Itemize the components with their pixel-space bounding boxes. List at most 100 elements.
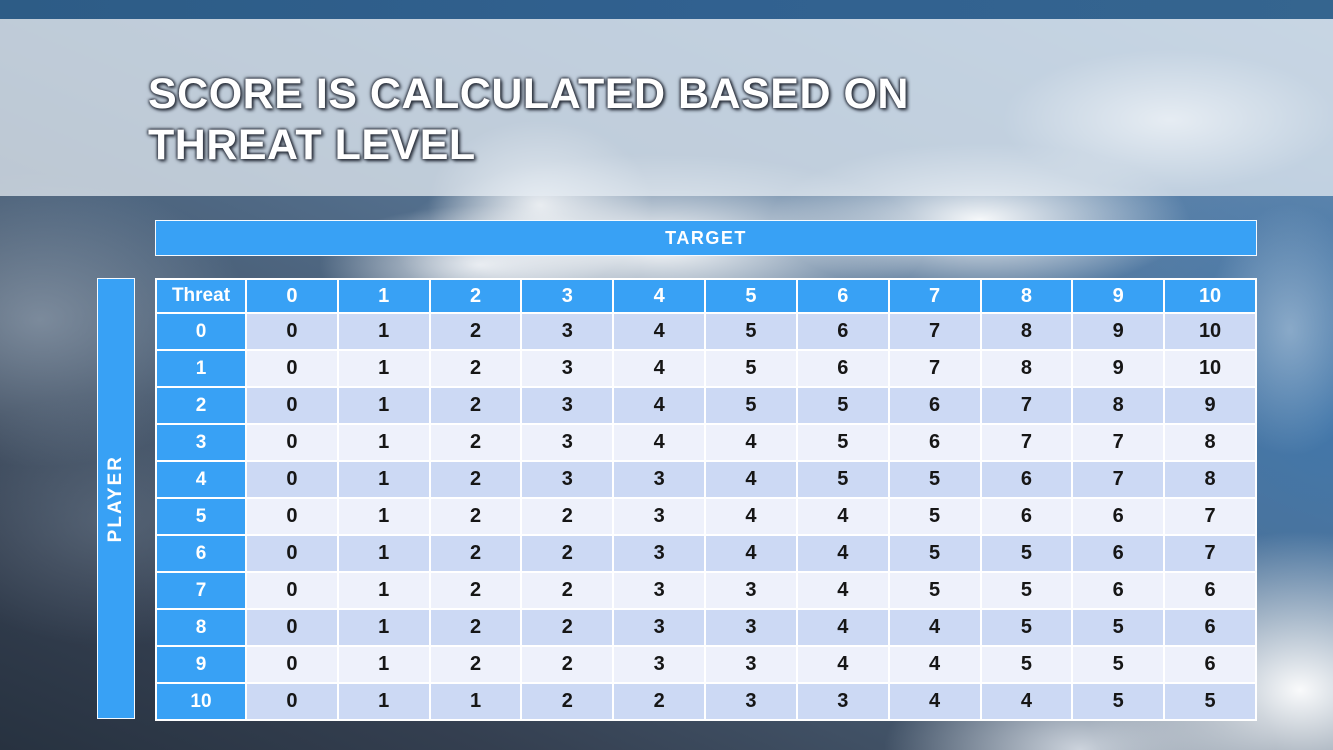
score-cell: 7 [887, 312, 982, 351]
row-header: 4 [155, 460, 247, 499]
column-header: 0 [245, 278, 339, 314]
row-header: 7 [155, 571, 247, 610]
score-cell: 0 [245, 423, 339, 462]
score-cell: 1 [336, 386, 431, 425]
score-cell: 0 [245, 608, 339, 647]
score-cell: 2 [428, 645, 523, 684]
score-cell: 0 [245, 534, 339, 573]
score-cell: 8 [1071, 386, 1166, 425]
score-cell: 1 [336, 497, 431, 536]
score-cell: 4 [887, 645, 982, 684]
score-cell: 10 [1163, 349, 1257, 388]
score-cell: 8 [979, 312, 1074, 351]
score-cell: 1 [336, 423, 431, 462]
score-cell: 6 [1071, 534, 1166, 573]
score-cell: 1 [336, 534, 431, 573]
top-accent-bar [0, 0, 1333, 19]
score-cell: 7 [1163, 497, 1257, 536]
score-cell: 4 [612, 386, 707, 425]
score-cell: 7 [1163, 534, 1257, 573]
score-cell: 5 [887, 460, 982, 499]
score-cell: 6 [979, 460, 1074, 499]
score-cell: 4 [979, 682, 1074, 721]
score-cell: 5 [979, 571, 1074, 610]
score-cell: 2 [428, 460, 523, 499]
score-cell: 6 [1071, 571, 1166, 610]
score-cell: 3 [612, 571, 707, 610]
column-header: 9 [1071, 278, 1166, 314]
score-cell: 0 [245, 312, 339, 351]
score-cell: 6 [795, 349, 890, 388]
score-cell: 0 [245, 386, 339, 425]
score-cell: 5 [979, 608, 1074, 647]
table-row: 10 0 1 1 2 2 3 3 4 4 5 5 [155, 682, 1257, 721]
score-cell: 4 [887, 608, 982, 647]
score-cell: 3 [704, 645, 798, 684]
score-cell: 4 [612, 423, 707, 462]
row-header: 9 [155, 645, 247, 684]
score-cell: 2 [520, 608, 615, 647]
column-header: 4 [612, 278, 707, 314]
score-cell: 2 [428, 571, 523, 610]
score-cell: 3 [704, 608, 798, 647]
score-cell: 1 [336, 460, 431, 499]
score-cell: 5 [1071, 608, 1166, 647]
column-header: 5 [704, 278, 798, 314]
row-header: 6 [155, 534, 247, 573]
score-cell: 3 [520, 423, 615, 462]
score-cell: 10 [1163, 312, 1257, 351]
target-axis-banner: TARGET [155, 220, 1257, 256]
score-cell: 2 [520, 682, 615, 721]
score-cell: 1 [336, 645, 431, 684]
score-cell: 3 [612, 534, 707, 573]
score-cell: 5 [795, 423, 890, 462]
score-cell: 6 [795, 312, 890, 351]
score-cell: 1 [336, 571, 431, 610]
score-cell: 4 [795, 608, 890, 647]
score-cell: 1 [428, 682, 523, 721]
score-cell: 8 [979, 349, 1074, 388]
score-cell: 9 [1071, 349, 1166, 388]
score-cell: 2 [520, 645, 615, 684]
score-cell: 7 [1071, 423, 1166, 462]
score-cell: 0 [245, 497, 339, 536]
row-header: 1 [155, 349, 247, 388]
score-cell: 5 [1163, 682, 1257, 721]
score-cell: 4 [795, 645, 890, 684]
score-cell: 7 [979, 423, 1074, 462]
score-cell: 3 [795, 682, 890, 721]
score-cell: 5 [704, 349, 798, 388]
score-cell: 5 [795, 386, 890, 425]
score-cell: 5 [887, 497, 982, 536]
column-header: 8 [979, 278, 1074, 314]
score-cell: 5 [795, 460, 890, 499]
score-cell: 3 [612, 645, 707, 684]
score-cell: 0 [245, 460, 339, 499]
score-cell: 2 [428, 349, 523, 388]
score-cell: 1 [336, 312, 431, 351]
score-cell: 2 [428, 497, 523, 536]
score-cell: 9 [1071, 312, 1166, 351]
column-header: 1 [336, 278, 431, 314]
column-header: 3 [520, 278, 615, 314]
score-cell: 7 [1071, 460, 1166, 499]
score-matrix-table: Threat 0 1 2 3 4 5 6 7 8 9 10 0 0 1 2 3 4 5 6 7 8 9 10 1 0 1 2 3 4 5 6… [155, 278, 1257, 721]
score-cell: 5 [704, 386, 798, 425]
score-cell: 2 [520, 534, 615, 573]
score-cell: 2 [428, 312, 523, 351]
score-cell: 4 [612, 312, 707, 351]
score-cell: 0 [245, 571, 339, 610]
score-cell: 2 [428, 386, 523, 425]
score-cell: 3 [704, 682, 798, 721]
column-header: 6 [795, 278, 890, 314]
row-header: 2 [155, 386, 247, 425]
score-cell: 6 [1163, 645, 1257, 684]
row-header: 5 [155, 497, 247, 536]
score-cell: 6 [979, 497, 1074, 536]
score-cell: 1 [336, 349, 431, 388]
score-cell: 6 [1163, 571, 1257, 610]
